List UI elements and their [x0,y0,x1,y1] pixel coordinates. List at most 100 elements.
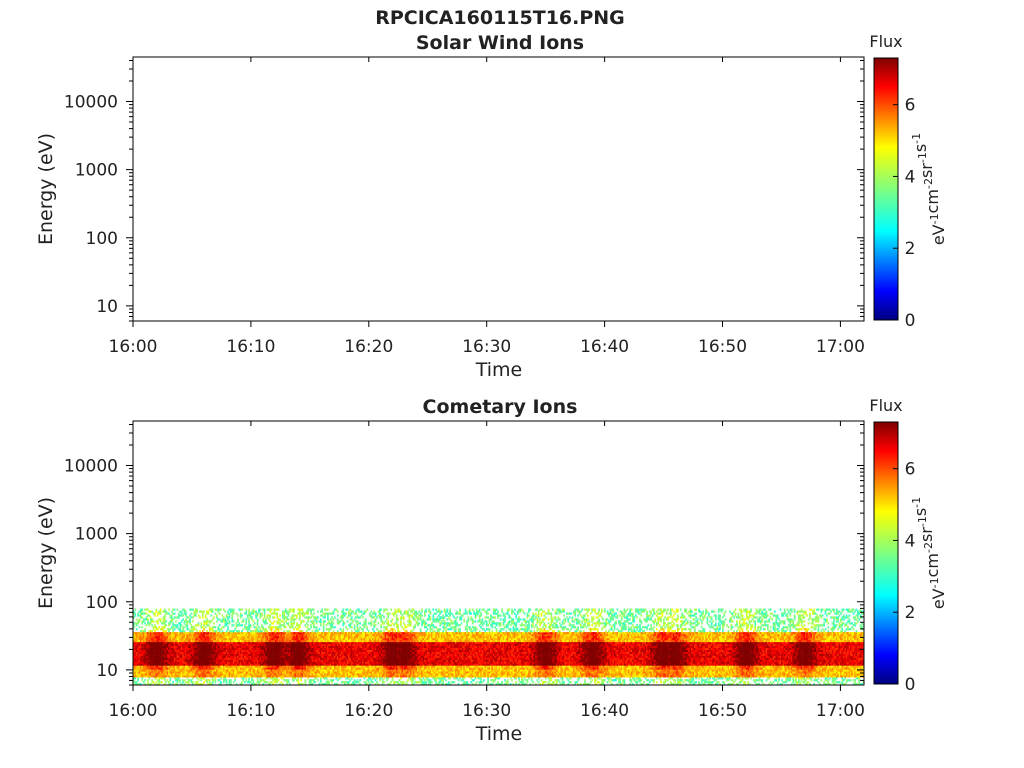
colorbar-tick-label: 0 [905,311,916,331]
spectrogram-cell [307,677,310,680]
spectrogram-cell [317,610,319,613]
spectrogram-cell [175,634,177,637]
spectrogram-cell [186,620,189,623]
spectrogram-cell [142,667,145,670]
spectrogram-cell [165,663,168,666]
spectrogram-cell [356,626,359,629]
spectrogram-cell [162,641,165,645]
spectrogram-cell [197,663,200,666]
spectrogram-cell [193,667,196,670]
spectrogram-cell [172,618,175,621]
spectrogram-cell [204,665,207,668]
spectrogram-cell [350,612,353,615]
spectrogram-cell [218,618,221,621]
spectrogram-cell [180,671,183,674]
spectrogram-cell [162,665,165,668]
spectrogram-cell [294,677,297,680]
spectrogram-cell [134,681,137,684]
spectrogram-cell [206,671,208,674]
spectrogram-cell [204,671,207,674]
spectrogram-cell [141,655,144,658]
spectrogram-cell [187,649,190,652]
spectrogram-cell [217,635,220,639]
spectrogram-cell [168,622,170,625]
spectrogram-cell [187,669,190,672]
spectrogram-cell [192,657,194,660]
spectrogram-cell [173,645,176,649]
spectrogram-cell [138,673,141,676]
spectrogram-cell [210,643,213,647]
spectrogram-cell [152,681,155,684]
spectrogram-cell [138,620,141,623]
spectrogram-cell [208,655,211,658]
spectrogram-cell [180,645,183,649]
spectrogram-cell [165,641,168,645]
spectrogram-cell [156,659,159,662]
spectrogram-cell [138,626,141,629]
spectrogram-cell [144,641,146,645]
spectrogram-cell [194,651,197,654]
spectrogram-cell [194,639,197,643]
spectrogram-cell [144,628,146,631]
spectrogram-cell [192,665,194,668]
spectrogram-cell [163,641,166,645]
spectrogram-cell [177,616,180,619]
spectrogram-cell [170,610,173,613]
spectrogram-cell [155,645,158,649]
spectrogram-cell [141,610,144,613]
spectrogram-cell [133,634,135,637]
spectrogram-cell [147,655,149,658]
spectrogram-cell [135,667,138,670]
spectrogram-cell [207,637,210,641]
unit-exponent: -1 [916,152,929,163]
spectrogram-cell [197,634,200,637]
spectrogram-cell [183,683,186,685]
spectrogram-cell [175,675,177,678]
spectrogram-cell [169,634,172,637]
spectrogram-cell [169,645,172,649]
spectrogram-cell [138,647,141,650]
spectrogram-cell [137,645,139,649]
spectrogram-cell [148,645,151,649]
spectrogram-cell [163,618,166,621]
spectrogram-cell [183,634,186,637]
spectrogram-cell [170,639,173,643]
panel-solar-wind-ions: Solar Wind Ions 16:00 16:10 16:20 16:30 16:4… [35,32,948,381]
spectrogram-cell [177,614,180,617]
spectrogram-cell [204,661,207,664]
spectrogram-cell [166,649,169,652]
spectrogram-cell [158,657,161,660]
spectrogram-cell [140,630,142,633]
spectrogram-cell [135,665,138,668]
spectrogram-cell [138,641,141,645]
spectrogram-cell [154,683,156,685]
spectrogram-cell [159,618,162,621]
spectrogram-cell [192,653,194,656]
spectrogram-cell [332,679,335,682]
spectrogram-cell [211,659,214,662]
spectrogram-cell [140,655,142,658]
spectrogram-cell [166,639,169,643]
spectrogram-cell [248,620,250,623]
spectrogram-cell [237,620,239,623]
spectrogram-cell [217,663,220,666]
spectrogram-cell [137,643,139,647]
spectrogram-cell [189,669,191,672]
spectrogram-cell [339,620,342,623]
spectrogram-cell [196,663,198,666]
spectrogram-cell [158,612,161,615]
spectrogram-cell [147,665,149,668]
spectrogram-cell [194,628,197,631]
spectrogram-cell [151,653,153,656]
spectrogram-cell [204,649,207,652]
spectrogram-cell [210,667,213,670]
spectrogram-cell [154,673,156,676]
spectrogram-cell [179,663,182,666]
spectrogram-cell [165,624,168,627]
spectrogram-cell [149,651,152,654]
spectrogram-cell [200,653,203,656]
spectrogram-cell [142,632,145,635]
spectrogram-cell [186,624,189,627]
spectrogram-cell [187,634,190,637]
y-tick-label: 1000 [75,161,118,181]
